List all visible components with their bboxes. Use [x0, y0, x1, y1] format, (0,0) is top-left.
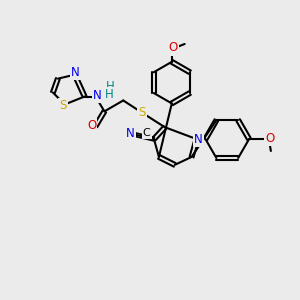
Text: S: S [138, 106, 146, 119]
Text: N: N [126, 127, 135, 140]
Text: O: O [168, 41, 177, 55]
Text: H: H [106, 80, 115, 93]
Text: C: C [143, 128, 150, 138]
Text: S: S [59, 99, 67, 112]
Text: H: H [105, 88, 114, 101]
Text: N: N [93, 89, 102, 102]
Text: O: O [87, 119, 96, 132]
Text: N: N [194, 133, 203, 146]
Text: O: O [265, 132, 274, 145]
Text: N: N [71, 66, 80, 79]
